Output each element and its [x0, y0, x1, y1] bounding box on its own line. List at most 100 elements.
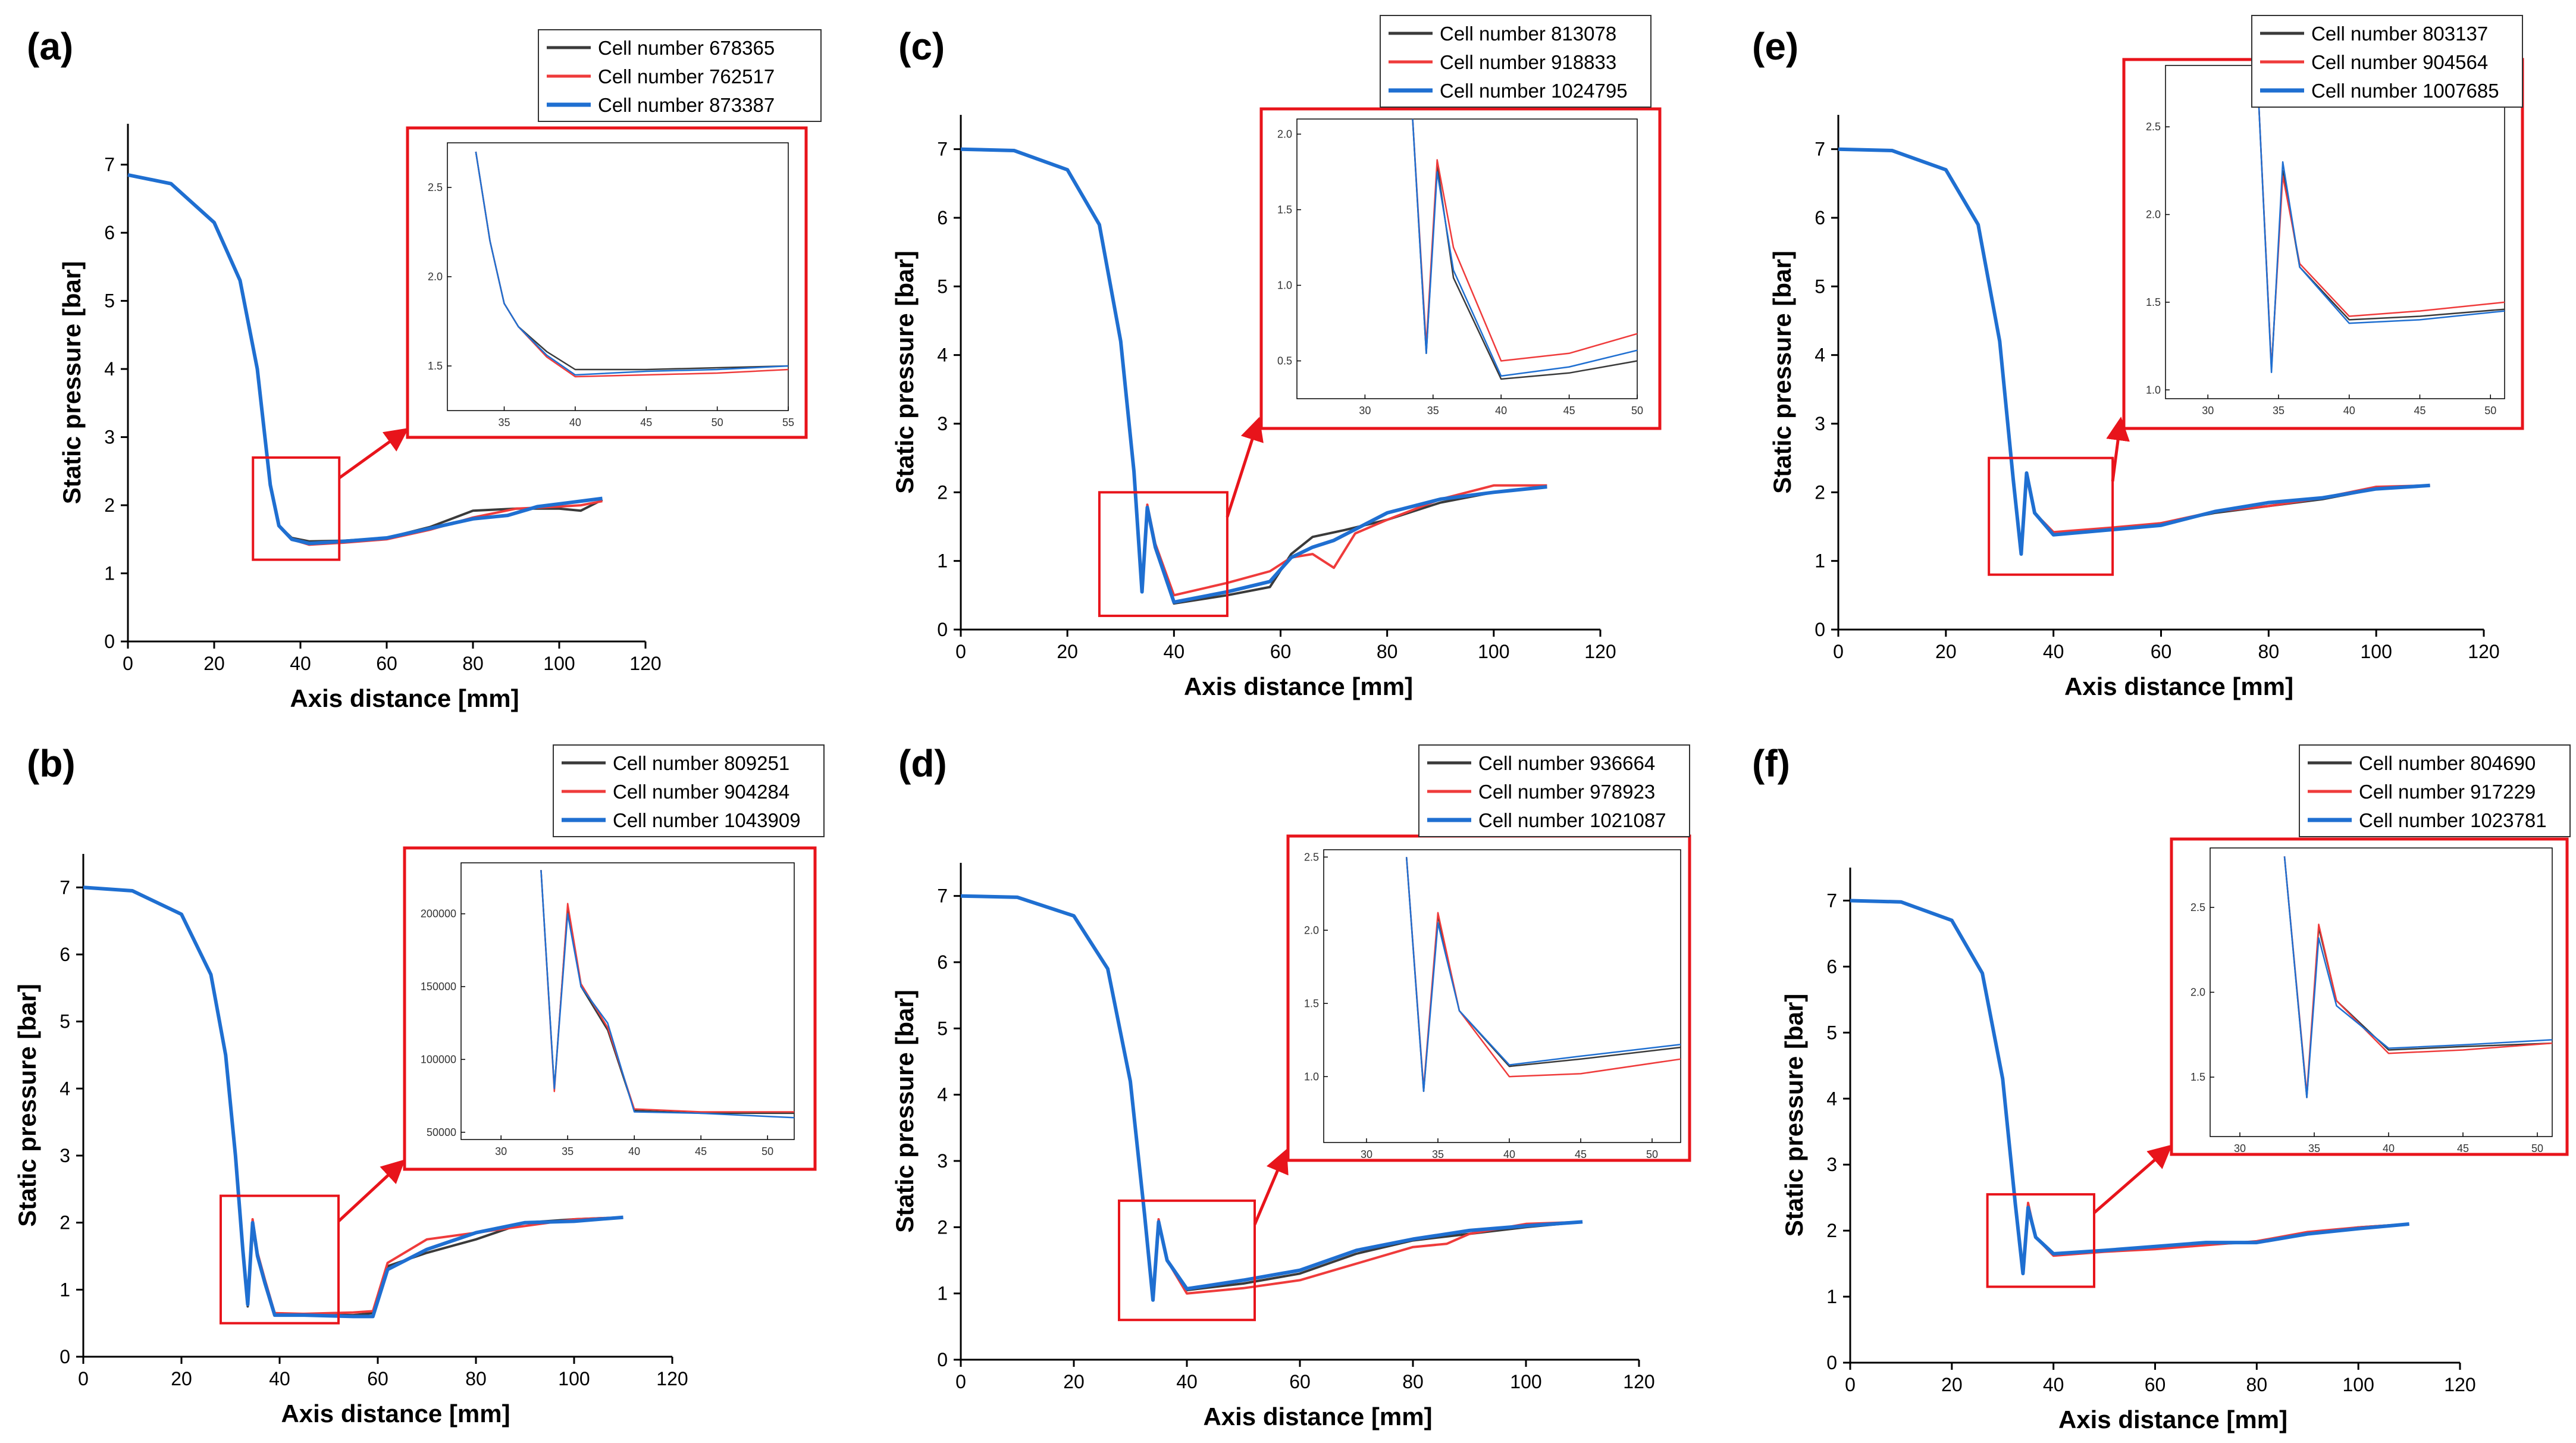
y-tick-label: 1	[937, 550, 948, 572]
inset-series-line-3	[540, 870, 795, 1119]
zoom-region-box	[1098, 491, 1229, 617]
inset-plot-frame	[460, 862, 795, 1140]
zoom-arrow	[1253, 1148, 1289, 1225]
panel-label: (a)	[27, 25, 73, 68]
y-tick-label: 6	[937, 207, 948, 228]
inset-x-tick-label: 40	[1495, 405, 1507, 417]
y-axis-title: Static pressure [bar]	[1768, 251, 1796, 493]
inset-y-tick-label: 1.0	[2146, 384, 2161, 396]
inset-x-tick-label: 35	[2273, 405, 2284, 417]
inset-y-tick-label: 2.0	[1277, 128, 1292, 140]
x-tick-label: 0	[955, 1371, 966, 1392]
inset-x-tick-label: 45	[1575, 1148, 1587, 1160]
y-axis-title: Static pressure [bar]	[891, 990, 919, 1232]
y-tick-label: 4	[937, 345, 948, 366]
inset-frame	[406, 126, 808, 439]
legend-entry: Cell number 1007685	[2311, 80, 2499, 102]
zoom-region-box	[1118, 1199, 1256, 1322]
inset-x-tick-label: 50	[1646, 1148, 1658, 1160]
y-tick-label: 0	[59, 1346, 70, 1367]
legend-entry: Cell number 978923	[1478, 781, 1655, 803]
inset-y-tick-label: 100000	[421, 1053, 456, 1065]
y-tick-label: 2	[937, 481, 948, 503]
x-tick-label: 20	[1057, 641, 1078, 662]
inset-plot-frame	[1296, 118, 1638, 399]
x-tick-label: 0	[1833, 641, 1844, 662]
y-tick-label: 4	[59, 1078, 70, 1099]
legend-entry: Cell number 904564	[2311, 51, 2488, 73]
inset-frame	[1286, 834, 1691, 1162]
inset-y-tick-label: 150000	[421, 981, 456, 993]
y-tick-label: 7	[104, 154, 115, 176]
series-line-3	[960, 894, 1583, 1302]
y-tick-label: 2	[104, 494, 115, 516]
legend-entry: Cell number 803137	[2311, 23, 2488, 45]
x-tick-label: 100	[1510, 1371, 1541, 1392]
series-line-3	[127, 173, 603, 546]
inset-y-tick-label: 200000	[421, 908, 456, 920]
legend-entry: Cell number 917229	[2359, 781, 2536, 803]
x-tick-label: 60	[367, 1368, 388, 1389]
y-tick-label: 3	[1826, 1154, 1837, 1175]
inset-series-line-3	[2283, 856, 2553, 1098]
inset-x-tick-label: 30	[1361, 1148, 1372, 1160]
inset-x-tick-label: 50	[2531, 1142, 2543, 1154]
series-line-3	[1850, 899, 2409, 1276]
legend-entry: Cell number 678365	[598, 37, 775, 59]
inset-y-tick-label: 2.0	[2146, 209, 2161, 221]
zoom-region-box	[1988, 456, 2114, 576]
y-tick-label: 0	[937, 1349, 948, 1370]
x-tick-label: 20	[1941, 1374, 1963, 1395]
inset-series-line-3	[1405, 857, 1681, 1093]
y-axis-title: Static pressure [bar]	[13, 984, 41, 1226]
inset-x-tick-label: 55	[782, 417, 794, 428]
panel-label: (c)	[898, 25, 945, 68]
y-tick-label: 2	[59, 1212, 70, 1234]
zoom-region-box	[1986, 1193, 2095, 1288]
zoom-arrow	[2106, 417, 2130, 482]
x-tick-label: 40	[2043, 641, 2064, 662]
x-tick-label: 100	[1478, 641, 1509, 662]
y-axis-title: Static pressure [bar]	[58, 261, 86, 504]
x-tick-label: 0	[1845, 1374, 1856, 1395]
y-tick-label: 3	[937, 413, 948, 434]
zoom-arrow	[1226, 417, 1264, 518]
y-tick-label: 1	[104, 563, 115, 584]
y-axis-title: Static pressure [bar]	[1780, 994, 1808, 1237]
inset-x-tick-label: 40	[2343, 405, 2355, 417]
x-tick-label: 20	[203, 653, 225, 674]
inset-x-tick-label: 45	[1563, 405, 1575, 417]
inset-y-tick-label: 1.0	[1277, 279, 1292, 291]
x-tick-label: 40	[2043, 1374, 2064, 1395]
inset-y-tick-label: 2.5	[1304, 851, 1319, 863]
panel-label: (b)	[27, 742, 76, 785]
inset-y-tick-label: 2.5	[428, 181, 443, 193]
x-tick-label: 0	[955, 641, 966, 662]
inset-x-tick-label: 30	[1359, 405, 1371, 417]
y-tick-label: 7	[937, 139, 948, 160]
y-tick-label: 1	[937, 1283, 948, 1304]
x-tick-label: 120	[1623, 1371, 1654, 1392]
inset-x-tick-label: 50	[761, 1145, 773, 1157]
x-axis-title: Axis distance [mm]	[2064, 672, 2293, 700]
x-tick-label: 80	[462, 653, 484, 674]
inset-y-tick-label: 2.0	[2190, 987, 2205, 998]
inset-y-tick-label: 1.5	[2146, 296, 2161, 308]
inset-x-tick-label: 45	[2414, 405, 2425, 417]
y-tick-label: 0	[104, 631, 115, 652]
inset-x-tick-label: 50	[712, 417, 723, 428]
inset-y-tick-label: 1.0	[1304, 1070, 1319, 1082]
inset-frame	[2170, 837, 2569, 1156]
x-axis-title: Axis distance [mm]	[1203, 1403, 1432, 1431]
y-tick-label: 5	[937, 1018, 948, 1039]
inset-x-tick-label: 40	[628, 1145, 640, 1157]
y-tick-label: 1	[1826, 1286, 1837, 1307]
inset-x-tick-label: 45	[2457, 1142, 2469, 1154]
x-axis-title: Axis distance [mm]	[1184, 672, 1413, 700]
y-tick-label: 7	[937, 885, 948, 907]
x-tick-label: 40	[290, 653, 311, 674]
x-axis-title: Axis distance [mm]	[281, 1400, 510, 1428]
